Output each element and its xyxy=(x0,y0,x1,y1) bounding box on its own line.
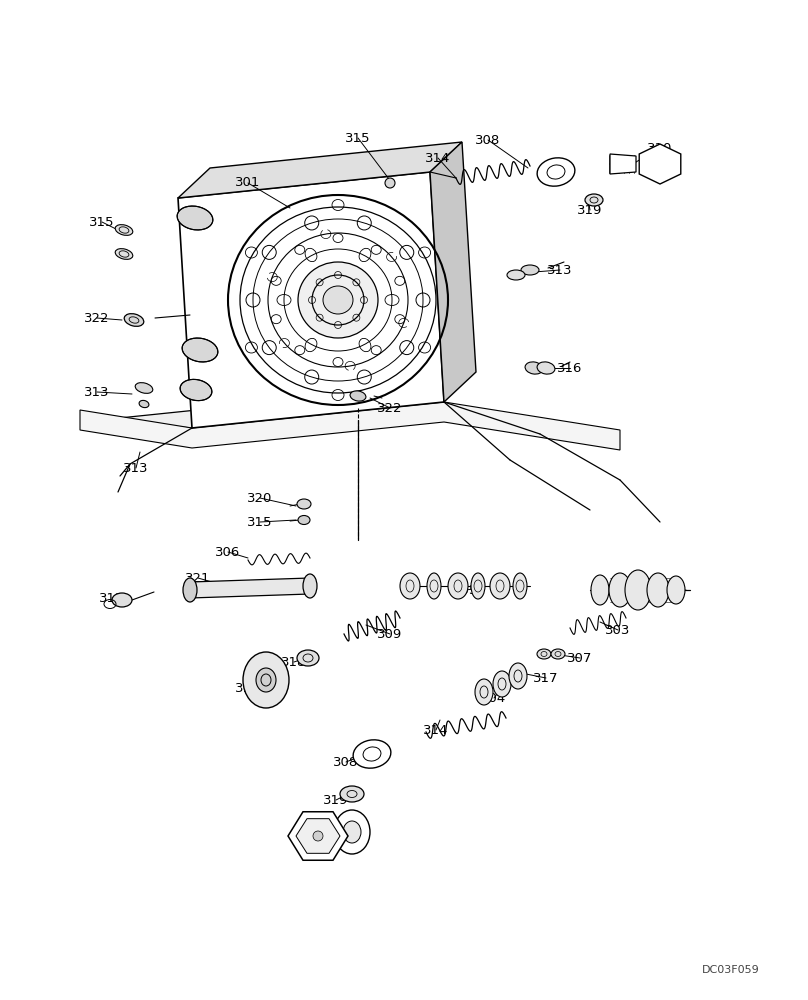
Polygon shape xyxy=(296,819,340,853)
Ellipse shape xyxy=(521,265,539,275)
Polygon shape xyxy=(430,142,476,402)
Text: 313: 313 xyxy=(124,462,149,475)
Text: 318: 318 xyxy=(281,656,307,668)
Ellipse shape xyxy=(510,666,526,678)
Ellipse shape xyxy=(353,740,391,768)
Ellipse shape xyxy=(116,225,133,235)
Text: 313: 313 xyxy=(547,263,573,276)
Polygon shape xyxy=(190,578,310,598)
Ellipse shape xyxy=(183,578,197,602)
Text: 309: 309 xyxy=(377,628,402,641)
Ellipse shape xyxy=(551,649,565,659)
Ellipse shape xyxy=(297,499,311,509)
Ellipse shape xyxy=(591,575,609,605)
Ellipse shape xyxy=(609,573,631,607)
Text: 308: 308 xyxy=(475,133,501,146)
Text: 319: 319 xyxy=(323,794,349,806)
Ellipse shape xyxy=(427,573,441,599)
Text: 315: 315 xyxy=(345,131,371,144)
Text: 310: 310 xyxy=(647,141,673,154)
Text: 307: 307 xyxy=(567,652,593,664)
Text: 302: 302 xyxy=(651,587,676,600)
Text: 322: 322 xyxy=(377,401,402,414)
Text: 321: 321 xyxy=(185,572,211,584)
Ellipse shape xyxy=(177,206,213,230)
Text: DC03F059: DC03F059 xyxy=(702,965,760,975)
Ellipse shape xyxy=(513,573,527,599)
Ellipse shape xyxy=(625,570,651,610)
Ellipse shape xyxy=(180,379,212,401)
Polygon shape xyxy=(288,812,348,860)
Text: 319: 319 xyxy=(577,204,603,217)
Ellipse shape xyxy=(490,573,510,599)
Ellipse shape xyxy=(334,810,370,854)
Polygon shape xyxy=(610,154,636,174)
Ellipse shape xyxy=(537,158,574,186)
Text: 306: 306 xyxy=(216,546,241,558)
Ellipse shape xyxy=(340,786,364,802)
Text: 312: 312 xyxy=(99,591,124,604)
Text: 315: 315 xyxy=(247,516,273,528)
Ellipse shape xyxy=(509,663,527,689)
Ellipse shape xyxy=(139,400,149,408)
Ellipse shape xyxy=(448,573,468,599)
Polygon shape xyxy=(178,142,462,198)
Text: 308: 308 xyxy=(334,756,359,768)
Ellipse shape xyxy=(537,649,551,659)
Ellipse shape xyxy=(667,576,685,604)
Ellipse shape xyxy=(298,516,310,524)
Ellipse shape xyxy=(303,574,317,598)
Ellipse shape xyxy=(112,593,132,607)
Text: 314: 314 xyxy=(425,151,451,164)
Ellipse shape xyxy=(297,650,319,666)
Circle shape xyxy=(313,831,323,841)
Text: 303: 303 xyxy=(605,624,631,637)
Text: 310: 310 xyxy=(318,834,343,846)
Text: 305: 305 xyxy=(453,584,478,596)
Ellipse shape xyxy=(343,821,361,843)
Polygon shape xyxy=(178,172,444,428)
Ellipse shape xyxy=(400,573,420,599)
Ellipse shape xyxy=(323,286,353,314)
Ellipse shape xyxy=(585,194,603,206)
Text: 313: 313 xyxy=(84,385,110,398)
Ellipse shape xyxy=(298,262,378,338)
Text: 316: 316 xyxy=(558,361,583,374)
Ellipse shape xyxy=(525,362,543,374)
Text: 314: 314 xyxy=(423,724,448,736)
Ellipse shape xyxy=(471,573,485,599)
Text: 304: 304 xyxy=(482,692,507,704)
Text: 320: 320 xyxy=(247,491,272,504)
Ellipse shape xyxy=(116,249,133,259)
Ellipse shape xyxy=(493,671,511,697)
Ellipse shape xyxy=(243,652,289,708)
Ellipse shape xyxy=(647,573,669,607)
Ellipse shape xyxy=(507,270,525,280)
Polygon shape xyxy=(639,144,681,184)
Text: 301: 301 xyxy=(235,176,261,190)
Ellipse shape xyxy=(350,391,366,401)
Ellipse shape xyxy=(537,362,555,374)
Text: 322: 322 xyxy=(84,312,110,324)
Text: 317: 317 xyxy=(533,672,559,684)
Text: 311: 311 xyxy=(235,682,261,694)
Ellipse shape xyxy=(135,383,153,393)
Ellipse shape xyxy=(256,668,276,692)
Polygon shape xyxy=(100,394,444,428)
Ellipse shape xyxy=(475,679,493,705)
Circle shape xyxy=(385,178,395,188)
Ellipse shape xyxy=(182,338,218,362)
Ellipse shape xyxy=(124,314,144,326)
Polygon shape xyxy=(80,402,620,450)
Text: 315: 315 xyxy=(89,216,115,229)
